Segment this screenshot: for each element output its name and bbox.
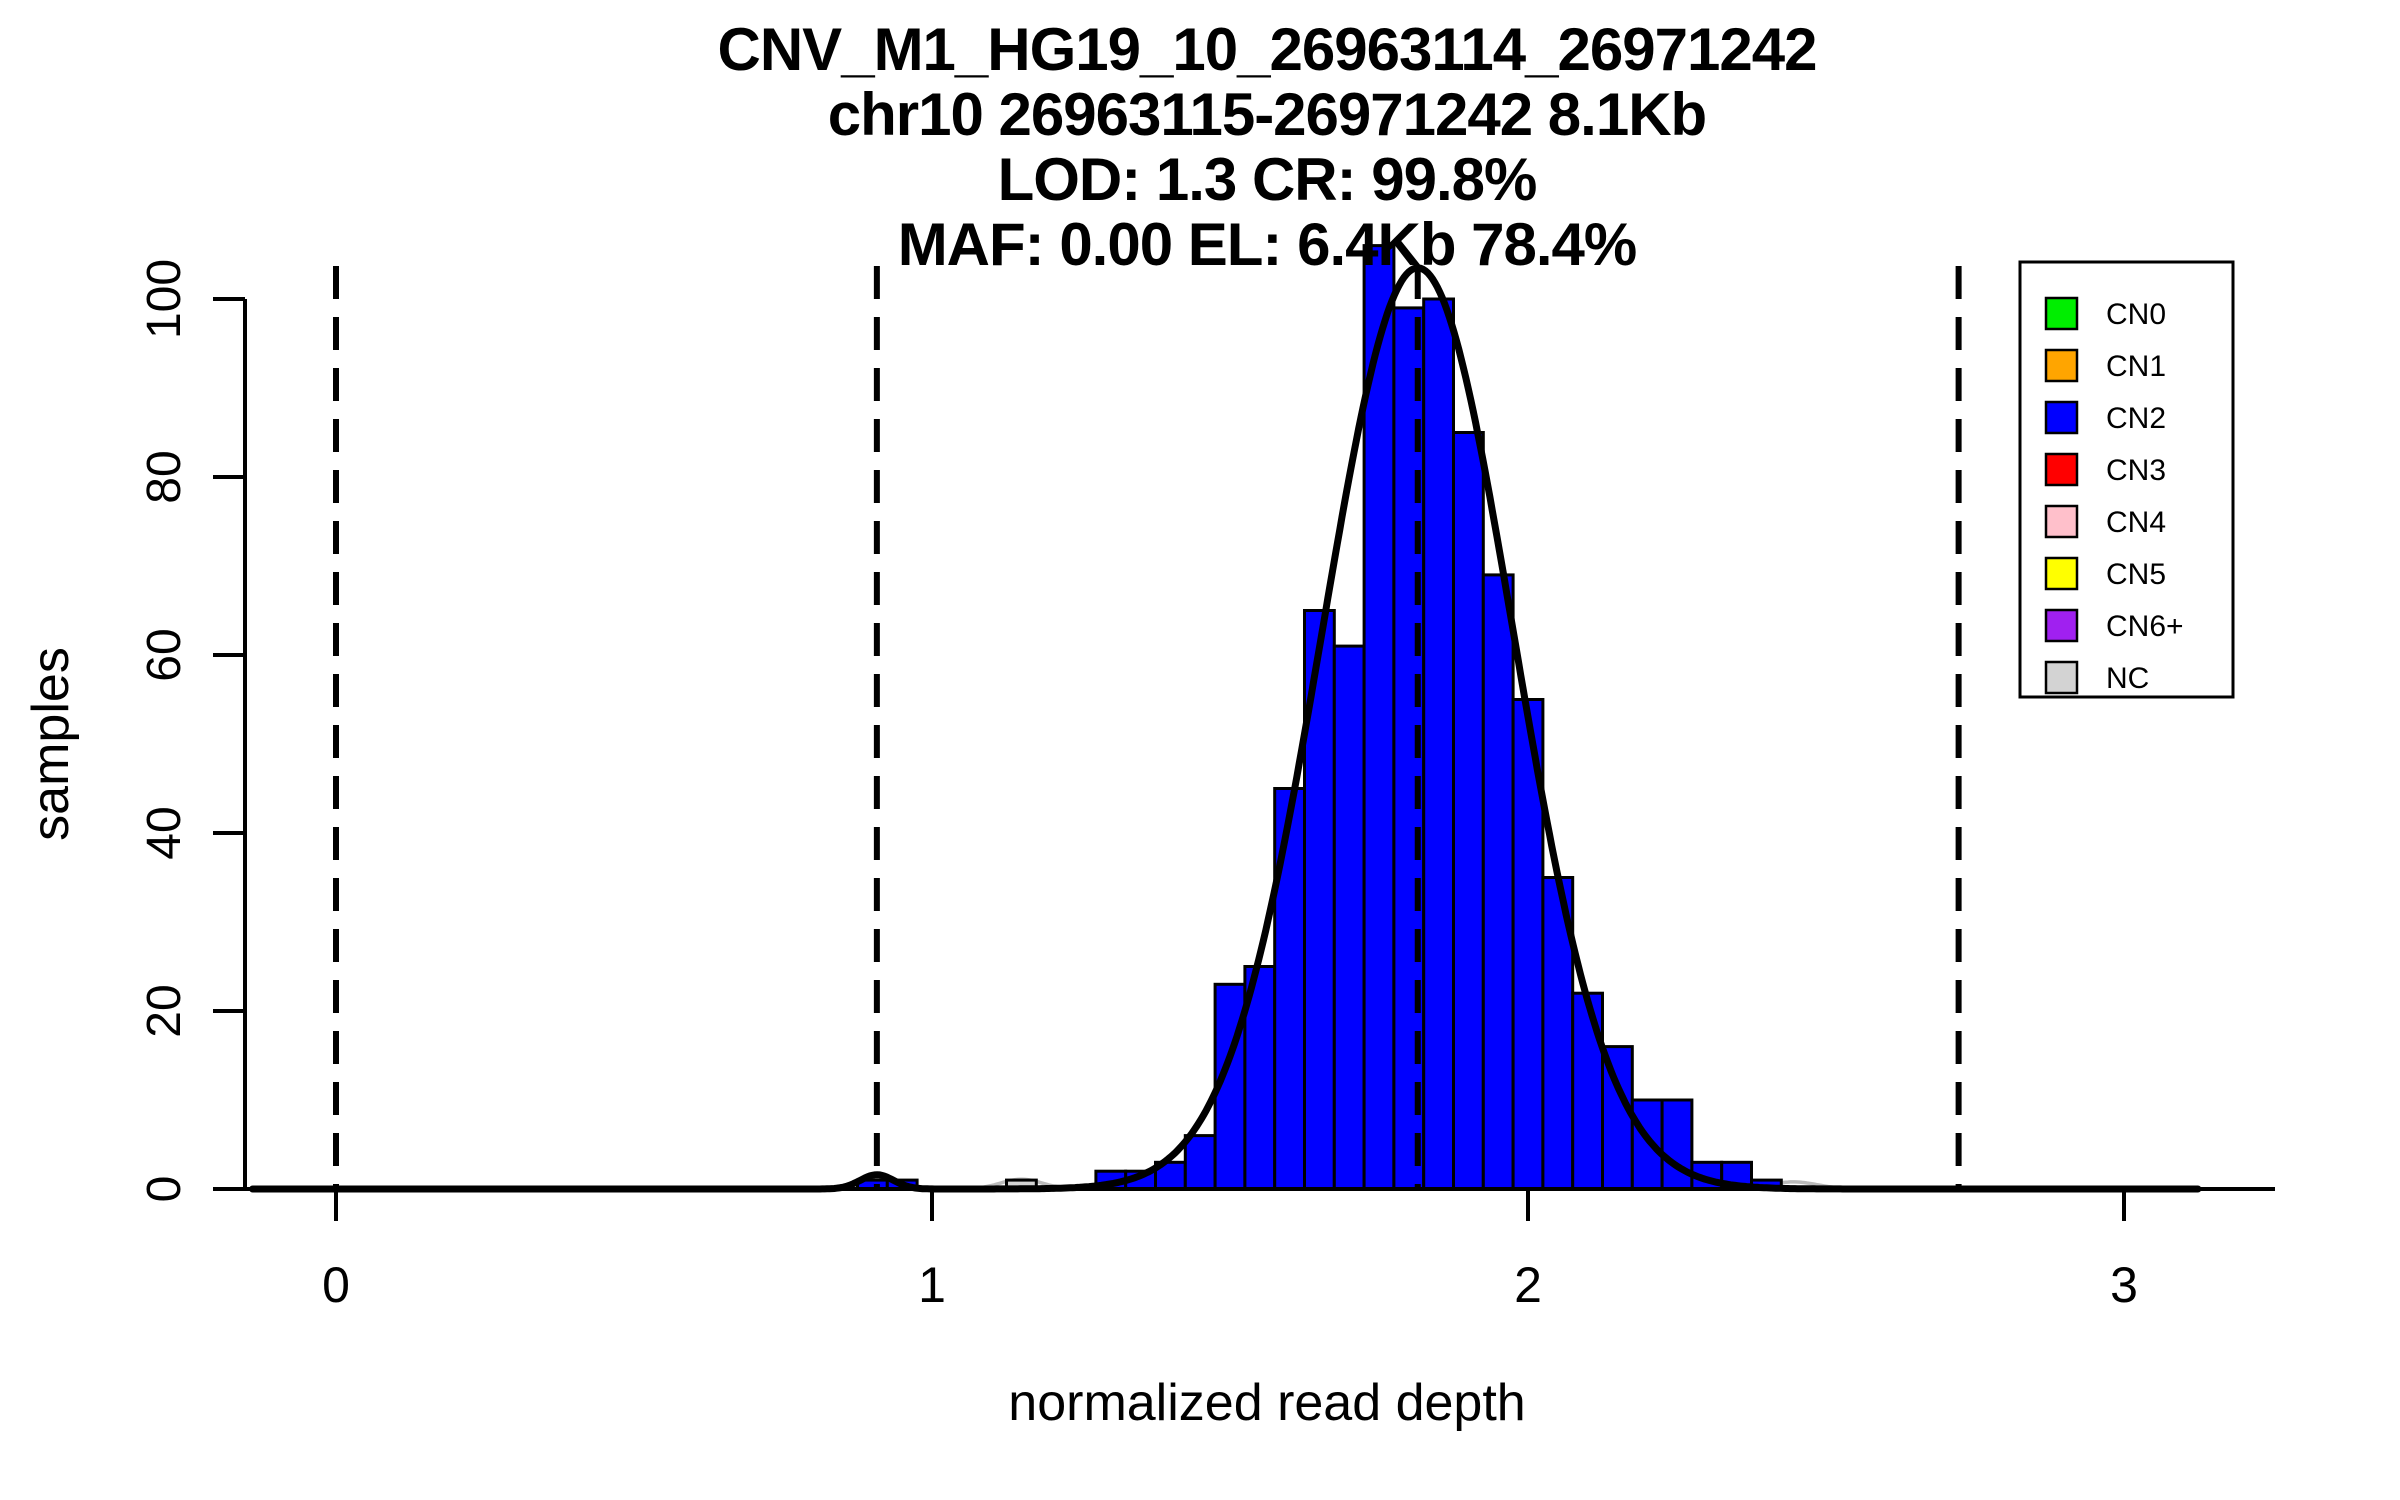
legend-swatch-cn3 [2044, 452, 2079, 487]
histogram-bar-cn2 [1332, 644, 1366, 1191]
legend-swatch-cn4 [2044, 504, 2079, 539]
histogram-bar-cn2 [1273, 787, 1306, 1191]
histogram-bar-cn2 [1630, 1098, 1664, 1191]
y-tick-label: 60 [138, 628, 191, 681]
histogram-bar-cn2 [1571, 991, 1604, 1191]
x-tick-label: 2 [1514, 1257, 1542, 1313]
plot-title-line-3: LOD: 1.3 CR: 99.8% [998, 146, 1537, 213]
legend-label-cn0: CN0 [2106, 298, 2166, 331]
legend-swatch-cn5 [2044, 556, 2079, 591]
y-tick-label: 80 [138, 450, 191, 503]
y-tick-label: 40 [138, 806, 191, 859]
y-axis-title: samples [22, 647, 80, 841]
legend-label-cn6plus: CN6+ [2106, 610, 2184, 643]
legend-label-cn4: CN4 [2106, 506, 2166, 539]
plot-title-line-4: MAF: 0.00 EL: 6.4Kb 78.4% [898, 211, 1637, 278]
y-tick-label: 0 [138, 1176, 191, 1203]
x-tick-label: 3 [2110, 1257, 2138, 1313]
legend-swatch-cn0 [2044, 296, 2079, 331]
legend-swatch-cn2 [2044, 400, 2079, 435]
histogram-bar-cn2 [1481, 573, 1515, 1191]
legend-swatch-cn6plus [2044, 608, 2079, 643]
legend-label-cn3: CN3 [2106, 454, 2166, 487]
histogram-bar-cn2 [1422, 297, 1455, 1191]
histogram-bar-cn2 [1183, 1134, 1217, 1191]
legend-label-nc: NC [2106, 662, 2149, 695]
plot-title-line-2: chr10 26963115-26971242 8.1Kb [828, 81, 1706, 148]
x-tick-label: 1 [918, 1257, 946, 1313]
legend-label-cn1: CN1 [2106, 350, 2166, 383]
plot-title-line-1: CNV_M1_HG19_10_26963114_26971242 [718, 16, 1817, 83]
x-tick-label: 0 [322, 1257, 350, 1313]
legend-label-cn2: CN2 [2106, 402, 2166, 435]
y-tick-label: 20 [138, 984, 191, 1037]
histogram-bar-cn2 [1452, 431, 1485, 1191]
x-axis-title: normalized read depth [1008, 1374, 1525, 1432]
legend-swatch-cn1 [2044, 348, 2079, 383]
legend-swatch-nc [2044, 660, 2079, 695]
legend-label-cn5: CN5 [2106, 558, 2166, 591]
y-tick-label: 100 [138, 259, 191, 339]
